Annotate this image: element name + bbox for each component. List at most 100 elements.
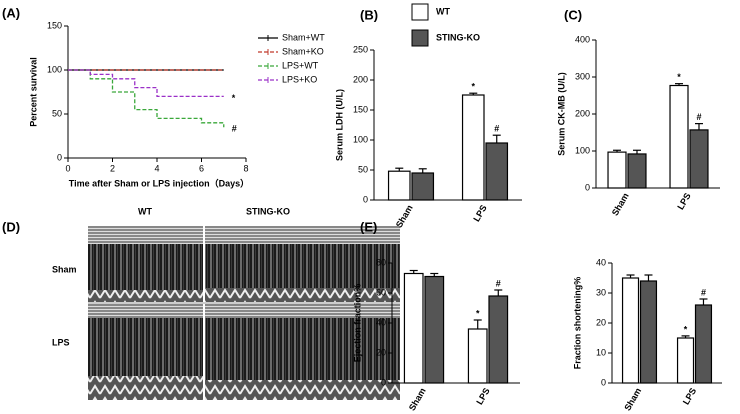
annotation: # — [701, 287, 706, 297]
y-tick-label: 200 — [575, 108, 590, 118]
legend-label: Sham+KO — [282, 46, 324, 56]
y-tick-label: 30 — [596, 287, 606, 297]
annotation: # — [232, 124, 237, 134]
y-axis-label: Percent survival — [28, 57, 38, 127]
x-tick-label: 8 — [243, 163, 248, 173]
y-tick-label: 10 — [596, 347, 606, 357]
y-tick-label: 50 — [358, 164, 368, 174]
legend-label: LPS+WT — [282, 60, 319, 70]
y-tick-label: 100 — [575, 145, 590, 155]
y-tick-label: 400 — [575, 34, 590, 44]
x-tick-label: LPS — [681, 386, 698, 406]
echo-band — [88, 290, 203, 302]
y-axis-label: Ejection fraction% — [352, 284, 362, 363]
y-tick-label: 250 — [353, 44, 368, 54]
x-axis-label: Time after Sham or LPS injection（Days） — [69, 178, 249, 188]
bar — [639, 280, 658, 384]
annotation: * — [472, 82, 476, 92]
y-axis-label: Serum CK-MB (U/L) — [556, 72, 566, 156]
survival-line — [68, 69, 224, 98]
echo-row-label: LPS — [52, 337, 70, 347]
y-tick-label: 20 — [596, 317, 606, 327]
bar — [607, 151, 627, 189]
annotation: # — [494, 124, 499, 134]
x-tick-label: LPS — [474, 386, 491, 406]
legend-label: LPS+KO — [282, 74, 317, 84]
legend-label: Sham+WT — [282, 32, 325, 42]
bar — [669, 84, 689, 189]
echo-band — [205, 304, 400, 318]
y-tick-label: 40 — [376, 317, 386, 327]
x-tick-label: 4 — [154, 163, 159, 173]
y-tick-label: 0 — [57, 152, 62, 162]
bar — [411, 172, 435, 201]
echo-divider — [203, 226, 205, 400]
bar — [485, 142, 509, 201]
echo-band — [205, 226, 400, 244]
panel-label: (D) — [2, 219, 20, 234]
y-tick-label: 200 — [353, 74, 368, 84]
legend-label: WT — [436, 6, 450, 16]
x-tick-label: Sham — [622, 386, 643, 412]
echo-row-label: Sham — [52, 264, 77, 274]
y-tick-label: 300 — [575, 71, 590, 81]
bar — [621, 277, 640, 384]
y-tick-label: 50 — [52, 108, 62, 118]
echo-column-label: WT — [138, 206, 152, 216]
echo-divider — [88, 302, 400, 304]
x-tick-label: 0 — [65, 163, 70, 173]
echo-band — [88, 226, 203, 244]
panel-label: (C) — [564, 7, 582, 22]
survival-line — [68, 69, 225, 128]
y-axis-label: Serum LDH (U/L) — [334, 89, 344, 161]
y-tick-label: 20 — [376, 347, 386, 357]
y-tick-label: 0 — [601, 377, 606, 387]
y-tick-label: 40 — [596, 257, 606, 267]
legend-label: STING-KO — [436, 32, 480, 42]
echo-band — [88, 318, 203, 376]
y-tick-label: 150 — [47, 20, 62, 30]
panel-label: (B) — [360, 7, 378, 22]
x-tick-label: LPS — [471, 203, 488, 223]
x-tick-label: 2 — [110, 163, 115, 173]
annotation: # — [696, 112, 701, 122]
y-tick-label: 100 — [353, 134, 368, 144]
y-tick-label: 0 — [363, 194, 368, 204]
annotation: # — [496, 278, 501, 288]
y-tick-label: 80 — [376, 257, 386, 267]
x-tick-label: 6 — [199, 163, 204, 173]
echo-band — [205, 318, 400, 380]
x-tick-label: LPS — [675, 191, 692, 211]
bar — [424, 275, 445, 384]
bar — [627, 153, 647, 189]
y-tick-label: 100 — [47, 64, 62, 74]
annotation: * — [232, 93, 236, 103]
echo-band — [88, 376, 203, 400]
echo-column-label: STING-KO — [246, 206, 290, 216]
y-tick-label: 0 — [381, 377, 386, 387]
legend-swatch — [411, 3, 429, 21]
y-axis-label: Fraction shortening% — [572, 277, 582, 370]
bar — [676, 337, 695, 384]
y-tick-label: 150 — [353, 104, 368, 114]
bar — [387, 170, 411, 201]
bar — [488, 295, 509, 384]
annotation: * — [684, 324, 688, 334]
annotation: * — [476, 308, 480, 318]
echo-band — [205, 244, 400, 294]
panel-label: (E) — [360, 219, 377, 234]
echo-band — [88, 304, 203, 318]
x-tick-label: Sham — [610, 191, 631, 217]
bar — [689, 129, 709, 189]
echo-image — [88, 226, 400, 400]
bar — [467, 328, 488, 384]
bar — [403, 272, 424, 384]
panel-label: (A) — [2, 5, 20, 20]
legend-swatch — [411, 29, 429, 47]
bar — [461, 94, 485, 201]
x-tick-label: Sham — [394, 203, 415, 229]
echo-band — [205, 288, 400, 302]
y-tick-label: 60 — [376, 287, 386, 297]
y-tick-label: 0 — [585, 182, 590, 192]
